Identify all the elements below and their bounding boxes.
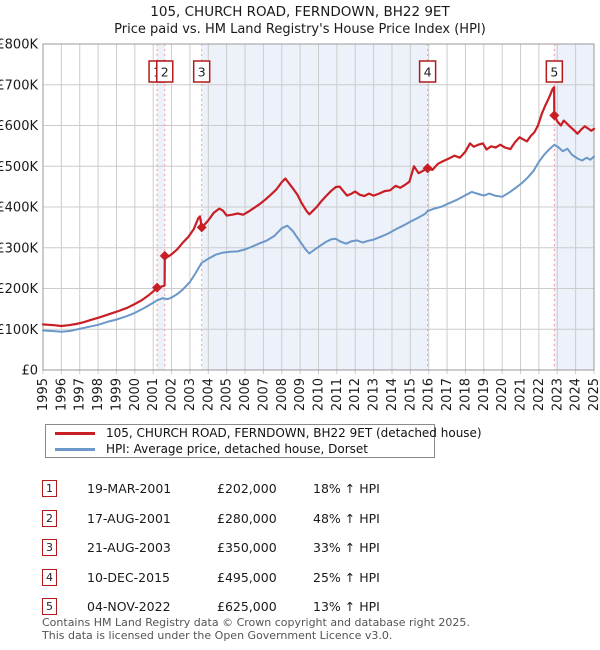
page-title: 105, CHURCH ROAD, FERNDOWN, BH22 9ET: [150, 4, 450, 20]
sale-marker-box-4: [418, 60, 437, 83]
x-axis-label: 2001: [146, 378, 161, 411]
y-axis-label: £300K: [0, 241, 38, 256]
transaction-date: 19-MAR-2001: [87, 481, 172, 497]
transaction-price: £495,000: [217, 569, 277, 585]
sale-dot-4: [422, 163, 433, 174]
transaction-number-badge: 2: [42, 509, 57, 527]
x-axis-label: 2020: [495, 378, 510, 411]
transaction-number-badge: 5: [42, 598, 57, 616]
transactions-table: 1 19-MAR-2001 £202,000 18% ↑ HPI 2 17-AUG-200…: [42, 474, 482, 622]
sale-marker-number-4: 4: [424, 65, 432, 80]
transaction-date: 17-AUG-2001: [87, 510, 171, 526]
transaction-hpi-delta: 25% ↑ HPI: [313, 569, 380, 585]
y-axis-label: £0: [21, 364, 38, 379]
transaction-row: 5 04-NOV-2022 £625,000 13% ↑ HPI: [42, 592, 482, 622]
y-axis-label: £100K: [0, 323, 38, 338]
x-axis-label: 2013: [367, 378, 382, 411]
sale-dot-3: [196, 222, 207, 233]
sale-marker-box-2: [156, 60, 174, 83]
x-axis-label: 2025: [587, 378, 600, 411]
chart-legend: 105, CHURCH ROAD, FERNDOWN, BH22 9ET (de…: [45, 424, 482, 458]
x-axis-label: 2008: [275, 378, 290, 411]
x-axis-label: 2015: [403, 378, 418, 411]
transaction-price: £350,000: [217, 540, 277, 556]
sale-marker-number-5: 5: [550, 65, 558, 80]
x-axis-label: 2007: [256, 378, 271, 411]
transaction-hpi-delta: 48% ↑ HPI: [313, 510, 380, 526]
x-axis-label: 2006: [238, 378, 253, 411]
x-axis-label: 2005: [220, 378, 235, 411]
transaction-price: £280,000: [217, 510, 277, 526]
x-axis-label: 2023: [550, 378, 565, 411]
x-axis-label: 2004: [201, 378, 216, 411]
transaction-row: 4 10-DEC-2015 £495,000 25% ↑ HPI: [42, 563, 482, 593]
x-axis-label: 2003: [183, 378, 198, 411]
price-history-chart: 12345£0£100K£200K£300K£400K£500K£600K£70…: [0, 38, 600, 412]
transaction-hpi-delta: 13% ↑ HPI: [313, 599, 380, 615]
x-axis-label: 2010: [312, 378, 327, 411]
x-axis-label: 2017: [440, 378, 455, 411]
x-axis-label: 1997: [73, 378, 88, 411]
sale-dot-2: [159, 250, 170, 261]
hpi-line: [42, 143, 595, 333]
transaction-hpi-delta: 18% ↑ HPI: [313, 481, 380, 497]
x-axis-label: 1996: [54, 378, 69, 411]
x-axis-label: 2024: [569, 378, 584, 411]
x-axis-label: 2019: [477, 378, 492, 411]
transaction-date: 10-DEC-2015: [87, 569, 170, 585]
x-axis-label: 2021: [514, 378, 529, 411]
transaction-hpi-delta: 33% ↑ HPI: [313, 540, 380, 556]
y-axis-label: £800K: [0, 38, 38, 53]
plot-border: [42, 43, 595, 371]
transaction-price: £202,000: [217, 481, 277, 497]
legend-row-hpi: HPI: Average price, detached house, Dors…: [46, 442, 434, 456]
transaction-date: 21-AUG-2003: [87, 540, 171, 556]
blue-line-swatch: [55, 447, 95, 451]
x-axis-label: 2002: [165, 378, 180, 411]
x-axis-label: 2014: [385, 378, 400, 411]
y-axis-label: £700K: [0, 78, 38, 93]
transaction-number-badge: 4: [42, 568, 57, 586]
x-axis-label: 1998: [91, 378, 106, 411]
y-axis-label: £400K: [0, 201, 38, 216]
page-subtitle: Price paid vs. HM Land Registry's House …: [114, 22, 486, 37]
transaction-row: 1 19-MAR-2001 £202,000 18% ↑ HPI: [42, 474, 482, 504]
footer-line-2: This data is licensed under the Open Gov…: [42, 628, 393, 642]
x-axis-label: 2018: [458, 378, 473, 411]
x-axis-label: 1995: [36, 378, 51, 411]
sale-marker-box-5: [545, 60, 564, 83]
y-axis-label: £600K: [0, 119, 38, 134]
license-footer: Contains HM Land Registry data © Crown c…: [42, 616, 582, 642]
y-axis-label: £200K: [0, 282, 38, 297]
sale-dot-5: [549, 110, 560, 121]
transaction-date: 04-NOV-2022: [87, 599, 171, 615]
y-axis-label: £500K: [0, 160, 38, 175]
transaction-price: £625,000: [217, 599, 277, 615]
legend-row-property: 105, CHURCH ROAD, FERNDOWN, BH22 9ET (de…: [46, 426, 482, 440]
sale-marker-box-3: [192, 60, 211, 83]
x-axis-label: 2009: [293, 378, 308, 411]
x-axis-label: 2000: [128, 378, 143, 411]
legend-label-property: 105, CHURCH ROAD, FERNDOWN, BH22 9ET (de…: [106, 426, 482, 440]
footer-line-1: Contains HM Land Registry data © Crown c…: [42, 616, 470, 629]
transaction-row: 2 17-AUG-2001 £280,000 48% ↑ HPI: [42, 504, 482, 534]
x-axis-label: 2011: [330, 378, 345, 411]
sale-marker-number-3: 3: [198, 65, 206, 80]
transaction-number-badge: 1: [42, 480, 57, 498]
sale-dot-1: [152, 282, 163, 293]
x-axis-label: 2016: [422, 378, 437, 411]
legend-label-hpi: HPI: Average price, detached house, Dors…: [106, 442, 368, 456]
red-line-swatch: [55, 431, 95, 435]
transaction-row: 3 21-AUG-2003 £350,000 33% ↑ HPI: [42, 533, 482, 563]
x-axis-label: 2022: [532, 378, 547, 411]
transaction-number-badge: 3: [42, 539, 57, 557]
x-axis-label: 2012: [348, 378, 363, 411]
sale-marker-number-2: 2: [161, 65, 169, 80]
x-axis-label: 1999: [109, 378, 124, 411]
